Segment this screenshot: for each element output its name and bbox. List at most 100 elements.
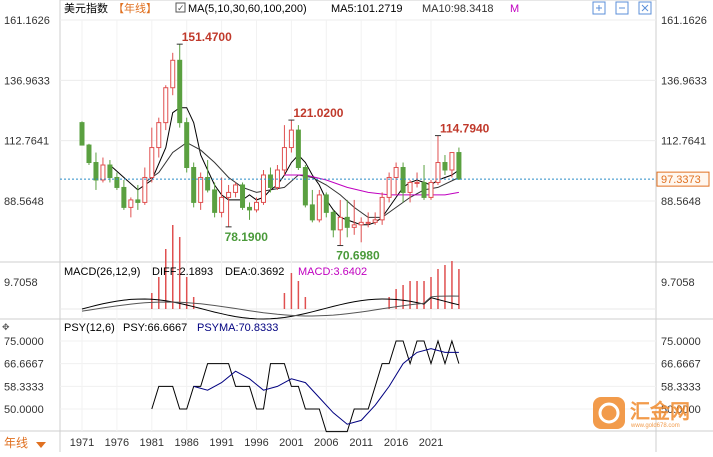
psy-tick-left: 50.0000 (4, 404, 44, 416)
candle-body (267, 174, 273, 188)
candle-body (114, 176, 120, 188)
ma5-value: MA5:101.2719 (331, 3, 403, 15)
macd-label: MACD(26,12,9) (64, 266, 140, 278)
candle-body (170, 59, 176, 89)
year-tick-label: 1971 (70, 437, 94, 449)
candle-body (386, 176, 392, 198)
candle-body (254, 201, 259, 211)
psy-tick-right: 66.6667 (661, 359, 701, 371)
high-annotation-label: 121.0200 (293, 106, 343, 120)
watermark-logo-url: www.gold678.com (630, 423, 680, 429)
year-tick-label: 2011 (349, 437, 373, 449)
candle-body (365, 221, 371, 224)
ma-long-line (284, 174, 459, 196)
candle-body (121, 186, 127, 208)
year-tick-label: 1981 (140, 437, 164, 449)
watermark-logo-ring (598, 402, 620, 424)
ma-toggle-check-icon: ✓ (177, 3, 185, 13)
candle-body (226, 191, 232, 198)
candle-body (240, 184, 246, 208)
footer-period-tab[interactable]: 年线 (4, 436, 28, 450)
candle-body (337, 216, 343, 231)
psy-tick-left: 58.3333 (4, 381, 44, 393)
footer-tab-arrow-icon[interactable] (36, 442, 46, 448)
macd-tick-left: 9.7058 (4, 277, 38, 289)
header-period-selector[interactable]: 【年线】 (113, 1, 157, 15)
candle-body (323, 194, 329, 213)
psy-tick-right: 58.3333 (661, 381, 701, 393)
candle-body (358, 221, 364, 226)
main-panel-frame (59, 0, 657, 263)
candle-body (302, 167, 308, 206)
candle-body (288, 129, 294, 149)
candle-body (107, 164, 113, 178)
candle-body (407, 181, 413, 193)
price-tick-right: 88.5648 (661, 196, 701, 208)
candle-body (379, 196, 385, 221)
high-annotation-label: 114.7940 (440, 122, 490, 136)
psyma-value: PSYMA:70.8333 (197, 322, 278, 334)
psy-value: PSY:66.6667 (123, 322, 187, 334)
candle-body (205, 176, 211, 191)
candle-body (212, 189, 218, 213)
candle-body (128, 199, 134, 208)
expand-icon[interactable] (592, 1, 606, 15)
price-tick-left: 88.5648 (4, 196, 44, 208)
candle-body (191, 167, 197, 203)
psy-tick-left: 75.0000 (4, 336, 44, 348)
psy-label: PSY(12,6) (64, 322, 115, 334)
high-annotation-label: 151.4700 (182, 30, 232, 44)
candle-body (309, 204, 315, 221)
psy-line (151, 339, 460, 433)
collapse-icon[interactable] (615, 1, 629, 15)
macd-macd-value: MACD:3.6402 (298, 266, 367, 278)
candle-body (414, 181, 420, 184)
psy-indicator (151, 339, 460, 433)
candle-body (316, 194, 322, 221)
low-annotation-label: 78.1900 (225, 230, 269, 244)
macd-dea-value: DEA:0.3692 (225, 266, 284, 278)
candle-body (393, 167, 399, 178)
macd-tick-right: 9.7058 (661, 277, 695, 289)
price-tick-right: 112.7641 (661, 136, 706, 148)
candle-body (330, 211, 336, 231)
candle-body (260, 174, 266, 203)
year-tick-label: 2016 (384, 437, 408, 449)
price-tick-right: 136.9633 (661, 75, 707, 87)
ma-more-label: M (510, 3, 519, 15)
watermark-logo-mark (593, 397, 625, 429)
candle-body (79, 122, 85, 146)
candle-body (233, 184, 239, 193)
psy-pin-icon: ✥ (2, 322, 10, 332)
year-tick-label: 1991 (209, 437, 233, 449)
psyma-line (193, 348, 459, 425)
price-tick-left: 161.1626 (4, 15, 50, 27)
settings-icon[interactable] (638, 1, 652, 15)
year-tick-label: 1976 (105, 437, 129, 449)
candle-body (219, 196, 225, 213)
candle-body (351, 224, 357, 228)
candle-body (400, 167, 406, 193)
candle-body (149, 147, 155, 178)
candle-body (344, 216, 350, 228)
year-tick-label: 1986 (174, 437, 198, 449)
candle-body (456, 152, 462, 180)
psy-tick-right: 75.0000 (661, 336, 701, 348)
ma-toggle-checkbox[interactable] (175, 2, 186, 13)
candle-body (163, 87, 169, 124)
candle-body (135, 199, 141, 203)
year-tick-label: 2006 (314, 437, 338, 449)
candle-body (435, 162, 441, 183)
candle-body (100, 164, 106, 181)
ma-settings-label: MA(5,10,30,60,100,200) (188, 3, 307, 15)
candle-body (281, 147, 287, 171)
candle-body (156, 122, 162, 149)
candle-body (184, 122, 190, 169)
price-tick-left: 112.7641 (4, 136, 49, 148)
candle-body (295, 129, 301, 169)
candle-body (428, 181, 434, 198)
candle-body (198, 176, 204, 203)
ma10-value: MA10:98.3418 (422, 3, 494, 15)
